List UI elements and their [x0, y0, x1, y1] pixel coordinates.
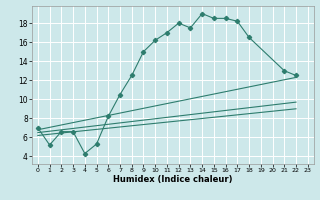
X-axis label: Humidex (Indice chaleur): Humidex (Indice chaleur) [113, 175, 233, 184]
